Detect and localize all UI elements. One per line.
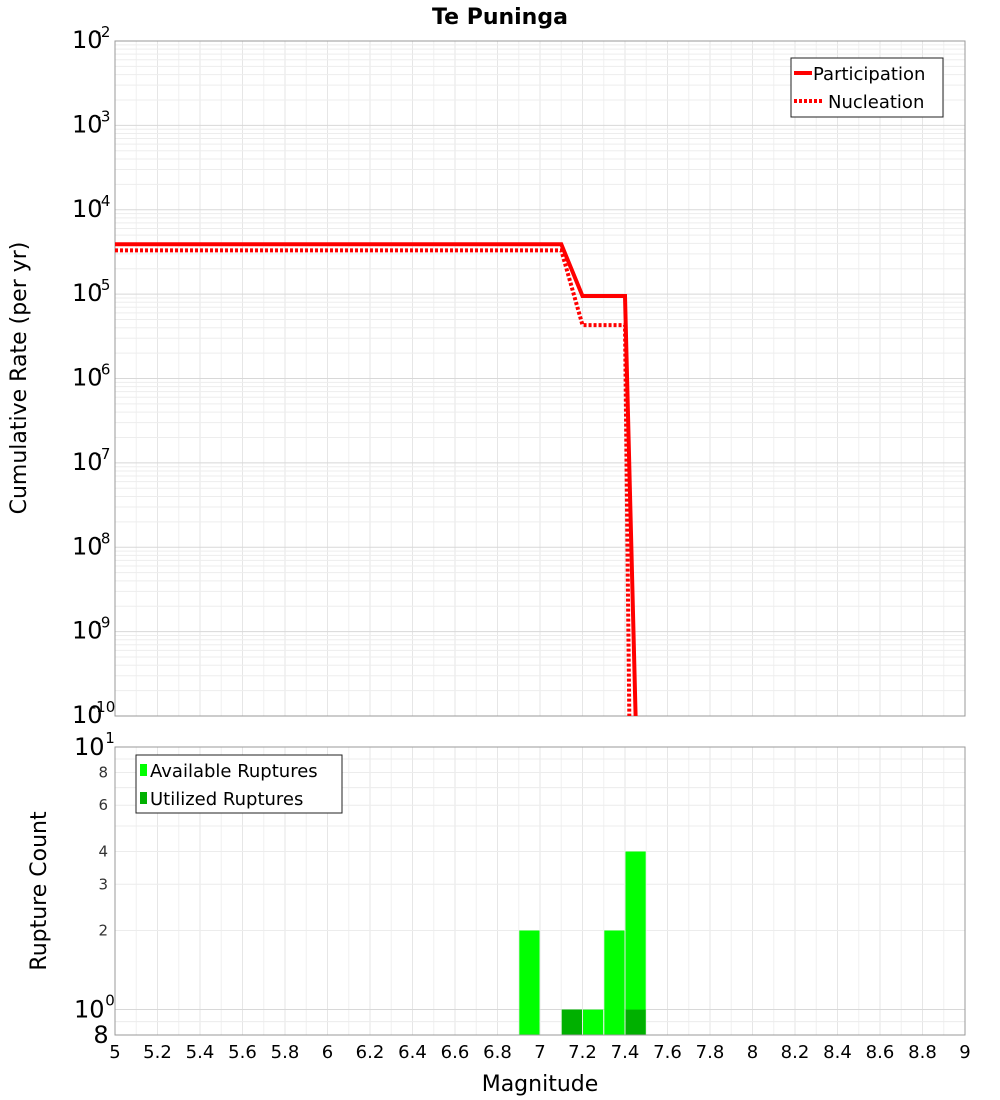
bottom-y-minor-tick-label: 8 xyxy=(98,763,108,781)
x-tick-label: 5.6 xyxy=(228,1042,257,1063)
bar-available-ruptures xyxy=(604,930,625,1035)
x-tick-label: 6 xyxy=(322,1042,333,1063)
chart-title: Te Puninga xyxy=(432,5,568,30)
top-y-tick-label: 10 xyxy=(72,701,103,729)
top-plot-grid xyxy=(115,41,965,716)
top-y-tick-label: 10 xyxy=(72,532,103,560)
top-y-tick-label: 10 xyxy=(72,617,103,645)
bottom-plot-bars xyxy=(519,851,646,1035)
top-y-tick-exponent: -4 xyxy=(96,192,111,210)
bar-utilized-ruptures xyxy=(561,1009,582,1035)
x-tick-label: 8.4 xyxy=(823,1042,852,1063)
legend-label-participation: Participation xyxy=(813,64,925,85)
x-tick-label: 6.6 xyxy=(441,1042,470,1063)
top-y-tick-exponent: -2 xyxy=(96,23,111,41)
bottom-plot-frame xyxy=(114,746,966,1036)
x-axis-label: Magnitude xyxy=(482,1072,599,1097)
top-y-tick-exponent: -10 xyxy=(91,698,116,716)
top-plot-frame xyxy=(114,40,966,717)
x-tick-label: 8.2 xyxy=(781,1042,810,1063)
bar-available-ruptures xyxy=(625,851,646,1035)
top-y-axis-label: Cumulative Rate (per yr) xyxy=(7,242,32,515)
x-tick-label: 5.4 xyxy=(186,1042,215,1063)
top-legend-box xyxy=(790,57,944,118)
top-y-tick-label: 10 xyxy=(72,448,103,476)
top-plot-series xyxy=(115,242,638,717)
x-tick-labels: 5 5.2 5.4 5.6 5.8 6 6.2 6.4 6.6 6.8 7 7.2 7.4 7.6 7.8 8… xyxy=(109,1042,970,1063)
bottom-y-minor-tick-label: 6 xyxy=(98,796,108,814)
x-tick-label: 8 xyxy=(747,1042,758,1063)
series-line-nucleation xyxy=(115,248,632,717)
x-tick-label: 8.6 xyxy=(866,1042,895,1063)
top-y-tick-exponent: -3 xyxy=(96,107,111,125)
top-y-tick-label: 10 xyxy=(72,195,103,223)
x-tick-label: 5.8 xyxy=(271,1042,300,1063)
x-tick-label: 8.8 xyxy=(908,1042,937,1063)
bottom-y-minor-tick-label: 2 xyxy=(98,922,108,940)
top-y-tick-label: 10 xyxy=(72,279,103,307)
top-y-tick-label: 10 xyxy=(72,110,103,138)
top-y-tick-exponent: -6 xyxy=(96,361,111,379)
x-tick-label: 7 xyxy=(534,1042,545,1063)
legend-swatch-utilized xyxy=(140,792,147,804)
bottom-legend-box xyxy=(135,754,343,814)
x-tick-label: 7.4 xyxy=(611,1042,640,1063)
bar-available-ruptures xyxy=(519,930,540,1035)
top-y-tick-label: 10 xyxy=(72,26,103,54)
x-tick-label: 6.4 xyxy=(398,1042,427,1063)
legend-label-nucleation: Nucleation xyxy=(828,92,924,113)
x-tick-label: 6.2 xyxy=(356,1042,385,1063)
x-tick-label: 7.8 xyxy=(696,1042,725,1063)
bottom-y-tick-exponent: 0 xyxy=(105,992,115,1010)
top-y-tick-label: 10 xyxy=(72,364,103,392)
bottom-y-axis-label: Rupture Count xyxy=(27,811,52,971)
legend-label-available: Available Ruptures xyxy=(150,761,318,782)
legend-swatch-available xyxy=(140,764,147,776)
x-tick-label: 5.2 xyxy=(143,1042,172,1063)
bottom-y-base-label: 8 xyxy=(93,1021,108,1049)
top-y-tick-exponent: -9 xyxy=(96,614,111,632)
legend-label-utilized: Utilized Ruptures xyxy=(150,789,303,810)
x-tick-label: 5 xyxy=(109,1042,120,1063)
bottom-y-tick-label: 10 xyxy=(74,996,105,1024)
x-tick-label: 9 xyxy=(959,1042,970,1063)
top-legend: Participation Nucleation xyxy=(790,57,944,118)
bar-utilized-ruptures xyxy=(625,1009,646,1035)
x-tick-label: 6.8 xyxy=(483,1042,512,1063)
bottom-y-minor-tick-label: 3 xyxy=(98,875,108,893)
bottom-y-minor-tick-label: 4 xyxy=(98,842,108,860)
x-tick-label: 7.2 xyxy=(568,1042,597,1063)
series-line-participation xyxy=(115,242,638,717)
top-y-tick-exponent: -7 xyxy=(96,445,111,463)
bar-available-ruptures xyxy=(583,1009,604,1035)
top-y-tick-exponent: -8 xyxy=(96,529,111,547)
bottom-legend: Available Ruptures Utilized Ruptures xyxy=(135,754,343,814)
x-tick-label: 7.6 xyxy=(653,1042,682,1063)
bottom-y-tick-label: 10 xyxy=(74,733,105,761)
bottom-y-tick-exponent: 1 xyxy=(105,729,115,747)
top-y-tick-exponent: -5 xyxy=(96,276,111,294)
